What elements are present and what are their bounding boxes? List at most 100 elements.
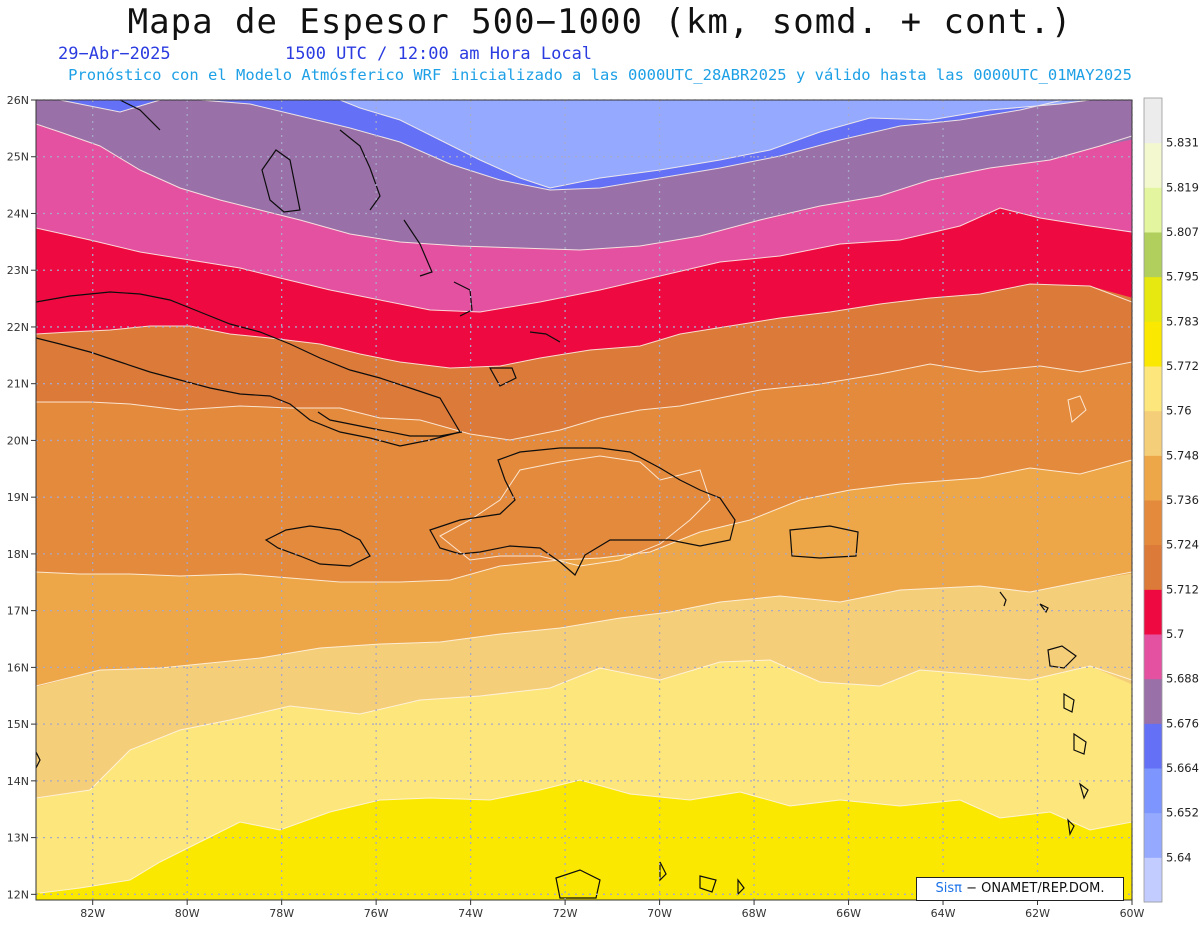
contour-lines <box>36 100 1132 894</box>
sispi-logo-text: Sisπ <box>935 881 962 896</box>
lon-label: 70W <box>647 907 672 920</box>
great-inagua <box>488 367 517 387</box>
color-swatch <box>1144 410 1162 456</box>
lat-label: 15N <box>7 718 29 731</box>
model-subtitle: Pronóstico con el Modelo Atmósferico WRF… <box>68 66 1132 84</box>
venezuela-islands-1 <box>555 869 601 899</box>
color-swatch <box>1144 723 1162 769</box>
cuba-coast <box>36 291 461 447</box>
forecast-time: 1500 UTC / 12:00 am Hora Local <box>285 44 593 64</box>
color-swatch <box>1144 276 1162 322</box>
puerto-rico-coast <box>789 525 859 559</box>
color-level-label: 5.748 <box>1166 448 1199 462</box>
thickness-bands <box>36 100 1132 900</box>
cuba-east <box>317 411 463 437</box>
credit-text: − ONAMET/REP.DOM. <box>966 881 1105 896</box>
lat-label: 20N <box>7 434 29 447</box>
lat-label: 25N <box>7 151 29 164</box>
color-level-label: 5.831 <box>1166 136 1199 150</box>
color-swatch <box>1144 366 1162 412</box>
color-swatch <box>1144 500 1162 546</box>
color-level-label: 5.664 <box>1166 761 1199 775</box>
color-scale-frame <box>1143 97 1163 903</box>
color-swatch <box>1144 634 1162 680</box>
color-swatch <box>1144 589 1162 635</box>
longitude-labels: 82W 80W 78W 76W 74W 72W 70W 68W 66W 64W 62W 60W <box>80 907 1144 920</box>
color-swatch <box>1144 857 1162 903</box>
color-swatch <box>1144 142 1162 188</box>
lon-label: 76W <box>364 907 389 920</box>
lon-label: 64W <box>931 907 956 920</box>
lon-label: 68W <box>742 907 767 920</box>
color-swatch <box>1144 678 1162 724</box>
color-level-label: 5.807 <box>1166 225 1199 239</box>
venezuela-islands-4 <box>737 878 745 896</box>
martinique <box>1063 692 1075 713</box>
color-level-label: 5.676 <box>1166 716 1199 730</box>
color-swatch <box>1144 232 1162 278</box>
color-level-label: 5.724 <box>1166 538 1199 552</box>
lon-label: 78W <box>269 907 294 920</box>
lat-label: 22N <box>7 321 29 334</box>
color-level-label: 5.712 <box>1166 582 1199 596</box>
color-level-label: 5.819 <box>1166 180 1199 194</box>
lon-label: 60W <box>1120 907 1145 920</box>
color-level-label: 5.795 <box>1166 270 1199 284</box>
color-swatch <box>1144 812 1162 858</box>
lat-label: 23N <box>7 264 29 277</box>
color-swatch <box>1144 455 1162 501</box>
bahamas-abaco <box>119 100 161 131</box>
lat-label: 26N <box>7 94 29 107</box>
map-gridlines <box>36 99 1133 900</box>
map-title: Mapa de Espesor 500−1000 (km, somd. + co… <box>127 2 1073 42</box>
lat-label: 24N <box>7 207 29 220</box>
forecast-date: 29−Abr−2025 <box>58 44 171 64</box>
grenada <box>1067 818 1075 836</box>
coastlines <box>36 100 1089 899</box>
credit-box: Sisπ − ONAMET/REP.DOM. <box>916 877 1124 901</box>
lon-label: 62W <box>1025 907 1050 920</box>
bahamas-inagua <box>453 281 473 317</box>
st-lucia <box>1073 732 1087 755</box>
color-swatch <box>1144 544 1162 590</box>
color-level-label: 5.7 <box>1166 627 1184 641</box>
color-swatch <box>1144 98 1162 144</box>
color-swatch <box>1144 187 1162 233</box>
jamaica-coast <box>264 525 371 567</box>
bahamas-eleuthera <box>339 129 381 211</box>
bahamas-andros <box>261 149 301 213</box>
color-level-label: 5.688 <box>1166 672 1199 686</box>
lat-label: 18N <box>7 548 29 561</box>
color-scale-labels: 5.64 5.652 5.664 5.676 5.688 5.7 5.712 5.724 5.7… <box>1166 136 1199 865</box>
color-level-label: 5.736 <box>1166 493 1199 507</box>
lesser-antilles-2 <box>1039 603 1049 614</box>
color-level-label: 5.783 <box>1166 314 1199 328</box>
bahamas-long <box>403 219 433 277</box>
color-scale <box>1143 97 1163 903</box>
map-frame <box>35 99 1133 901</box>
color-swatch <box>1144 768 1162 814</box>
color-level-label: 5.64 <box>1166 850 1192 864</box>
lon-label: 74W <box>458 907 483 920</box>
turks-caicos <box>529 331 561 343</box>
lon-label: 72W <box>553 907 578 920</box>
latitude-labels: 26N 25N 24N 23N 22N 21N 20N 19N 18N 17N 16N 15N 14N 1… <box>7 94 29 901</box>
color-level-label: 5.772 <box>1166 359 1199 373</box>
color-swatch <box>1144 321 1162 367</box>
hispaniola-coast <box>429 447 736 576</box>
lon-label: 80W <box>175 907 200 920</box>
lat-label: 13N <box>7 832 29 845</box>
lat-label: 16N <box>7 661 29 674</box>
lat-label: 19N <box>7 491 29 504</box>
lat-label: 14N <box>7 775 29 788</box>
band-5652-5664 <box>340 100 1090 188</box>
venezuela-islands-3 <box>699 875 717 893</box>
lat-label: 17N <box>7 605 29 618</box>
lesser-antilles-1 <box>999 591 1007 607</box>
color-level-label: 5.76 <box>1166 404 1192 418</box>
lon-label: 82W <box>80 907 105 920</box>
st-vincent <box>1078 782 1089 800</box>
color-level-label: 5.652 <box>1166 806 1199 820</box>
lat-label: 12N <box>7 888 29 901</box>
